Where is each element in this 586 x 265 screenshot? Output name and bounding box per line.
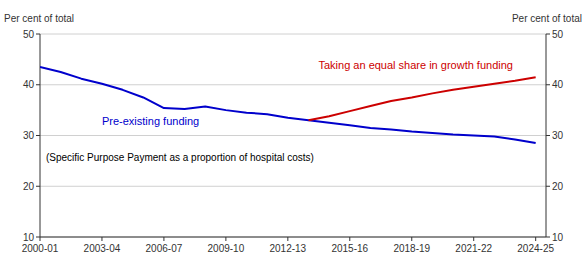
- x-tick: [535, 237, 536, 241]
- y-tick-label: 40: [23, 79, 35, 90]
- x-axis-line: [40, 237, 546, 238]
- grid-line: [40, 84, 546, 85]
- y2-tick-label: 50: [552, 29, 564, 40]
- plot-area: [40, 67, 536, 143]
- y2-axis-label: Per cent of total: [512, 13, 582, 24]
- chart: 2000-01 2003-04 2006-07 2009-10 2012-13 2015-…: [0, 0, 586, 265]
- x-tick-label: 2024-25: [517, 243, 554, 254]
- x-tick: [225, 237, 226, 241]
- y-tick: [36, 135, 40, 136]
- y2-tick: [546, 237, 550, 238]
- y-tick-label: 20: [23, 181, 35, 192]
- x-tick-label: 2009-10: [208, 243, 245, 254]
- grid-line: [40, 186, 546, 187]
- y2-tick: [546, 34, 550, 35]
- annotation: (Specific Purpose Payment as a proportio…: [46, 152, 314, 163]
- grid-line: [40, 34, 546, 35]
- y2-tick-label: 10: [552, 232, 564, 243]
- series-label: Taking an equal share in growth funding: [318, 59, 512, 71]
- y-tick: [36, 34, 40, 35]
- annotations: Pre-existing funding Taking an equal shar…: [46, 59, 513, 163]
- y-axis-label: Per cent of total: [4, 13, 74, 24]
- x-tick-label: 2015-16: [331, 243, 368, 254]
- y2-tick-label: 40: [552, 79, 564, 90]
- x-tick-label: 2003-04: [84, 243, 121, 254]
- x-tick-label: 2018-19: [393, 243, 430, 254]
- y2-tick: [546, 84, 550, 85]
- x-tick: [163, 237, 164, 241]
- y-tick: [36, 237, 40, 238]
- series-line: [308, 77, 535, 120]
- y-tick-label: 10: [23, 232, 35, 243]
- x-tick: [287, 237, 288, 241]
- x-tick-label: 2006-07: [146, 243, 183, 254]
- x-tick-label: 2012-13: [269, 243, 306, 254]
- x-tick-label: 2000-01: [22, 243, 59, 254]
- x-tick-label: 2021-22: [455, 243, 492, 254]
- y2-tick-label: 20: [552, 181, 564, 192]
- x-tick: [411, 237, 412, 241]
- x-tick: [473, 237, 474, 241]
- y2-tick-label: 30: [552, 130, 564, 141]
- grid: [40, 34, 546, 237]
- y-tick-label: 30: [23, 130, 35, 141]
- y-tick: [36, 186, 40, 187]
- x-tick: [349, 237, 350, 241]
- grid-line: [40, 237, 546, 238]
- x-tick: [40, 237, 41, 241]
- y2-tick: [546, 186, 550, 187]
- series-label: Pre-existing funding: [102, 115, 199, 127]
- axes: 2000-01 2003-04 2006-07 2009-10 2012-13 2015-…: [22, 29, 564, 255]
- x-tick: [101, 237, 102, 241]
- y2-tick: [546, 135, 550, 136]
- y-tick: [36, 84, 40, 85]
- series-line: [40, 67, 536, 143]
- y-tick-label: 50: [23, 29, 35, 40]
